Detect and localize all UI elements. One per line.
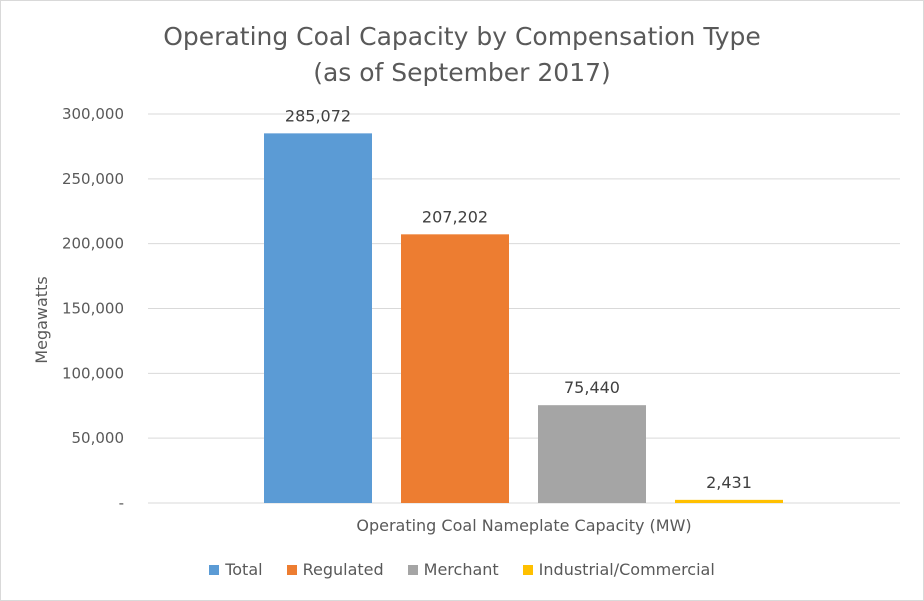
legend-label: Total [225,560,263,579]
y-tick-label: 300,000 [62,105,124,123]
legend-swatch [209,564,220,575]
legend: Total Regulated Merchant Industrial/Commerc… [0,560,924,579]
y-tick-label: - [119,494,124,512]
x-axis-label: Operating Coal Nameplate Capacity (MW) [356,516,691,535]
bar-total [264,133,372,504]
legend-label: Regulated [302,560,384,579]
y-tick-label: 150,000 [62,300,124,318]
y-tick-label: 250,000 [62,170,124,188]
data-label: 207,202 [422,207,488,226]
gridlines [148,113,900,504]
legend-label: Industrial/Commercial [538,560,715,579]
data-label: 2,431 [706,473,752,492]
legend-label: Merchant [423,560,499,579]
legend-item: Regulated [286,560,384,579]
data-label: 285,072 [285,106,351,125]
y-axis-label: Megawatts [32,276,51,363]
y-tick-label: 50,000 [72,429,125,447]
y-tick-label: 100,000 [62,364,124,382]
data-label: 75,440 [564,378,620,397]
bar-industrial-commercial [675,499,783,503]
chart-title: Operating Coal Capacity by Compensation … [163,22,761,51]
bar-regulated [401,234,509,504]
legend-swatch [286,564,297,575]
legend-swatch [522,564,533,575]
legend-item: Industrial/Commercial [522,560,715,579]
bars [264,133,783,504]
legend-item: Merchant [407,560,499,579]
y-tick-label: 200,000 [62,235,124,253]
chart-subtitle: (as of September 2017) [313,58,611,87]
data-labels: 285,072 207,202 75,440 2,431 [285,106,752,491]
y-axis-ticks: - 50,000 100,000 150,000 200,000 250,000 300,0… [62,105,124,512]
legend-item: Total [209,560,263,579]
legend-swatch [407,564,418,575]
bar-merchant [538,405,646,503]
